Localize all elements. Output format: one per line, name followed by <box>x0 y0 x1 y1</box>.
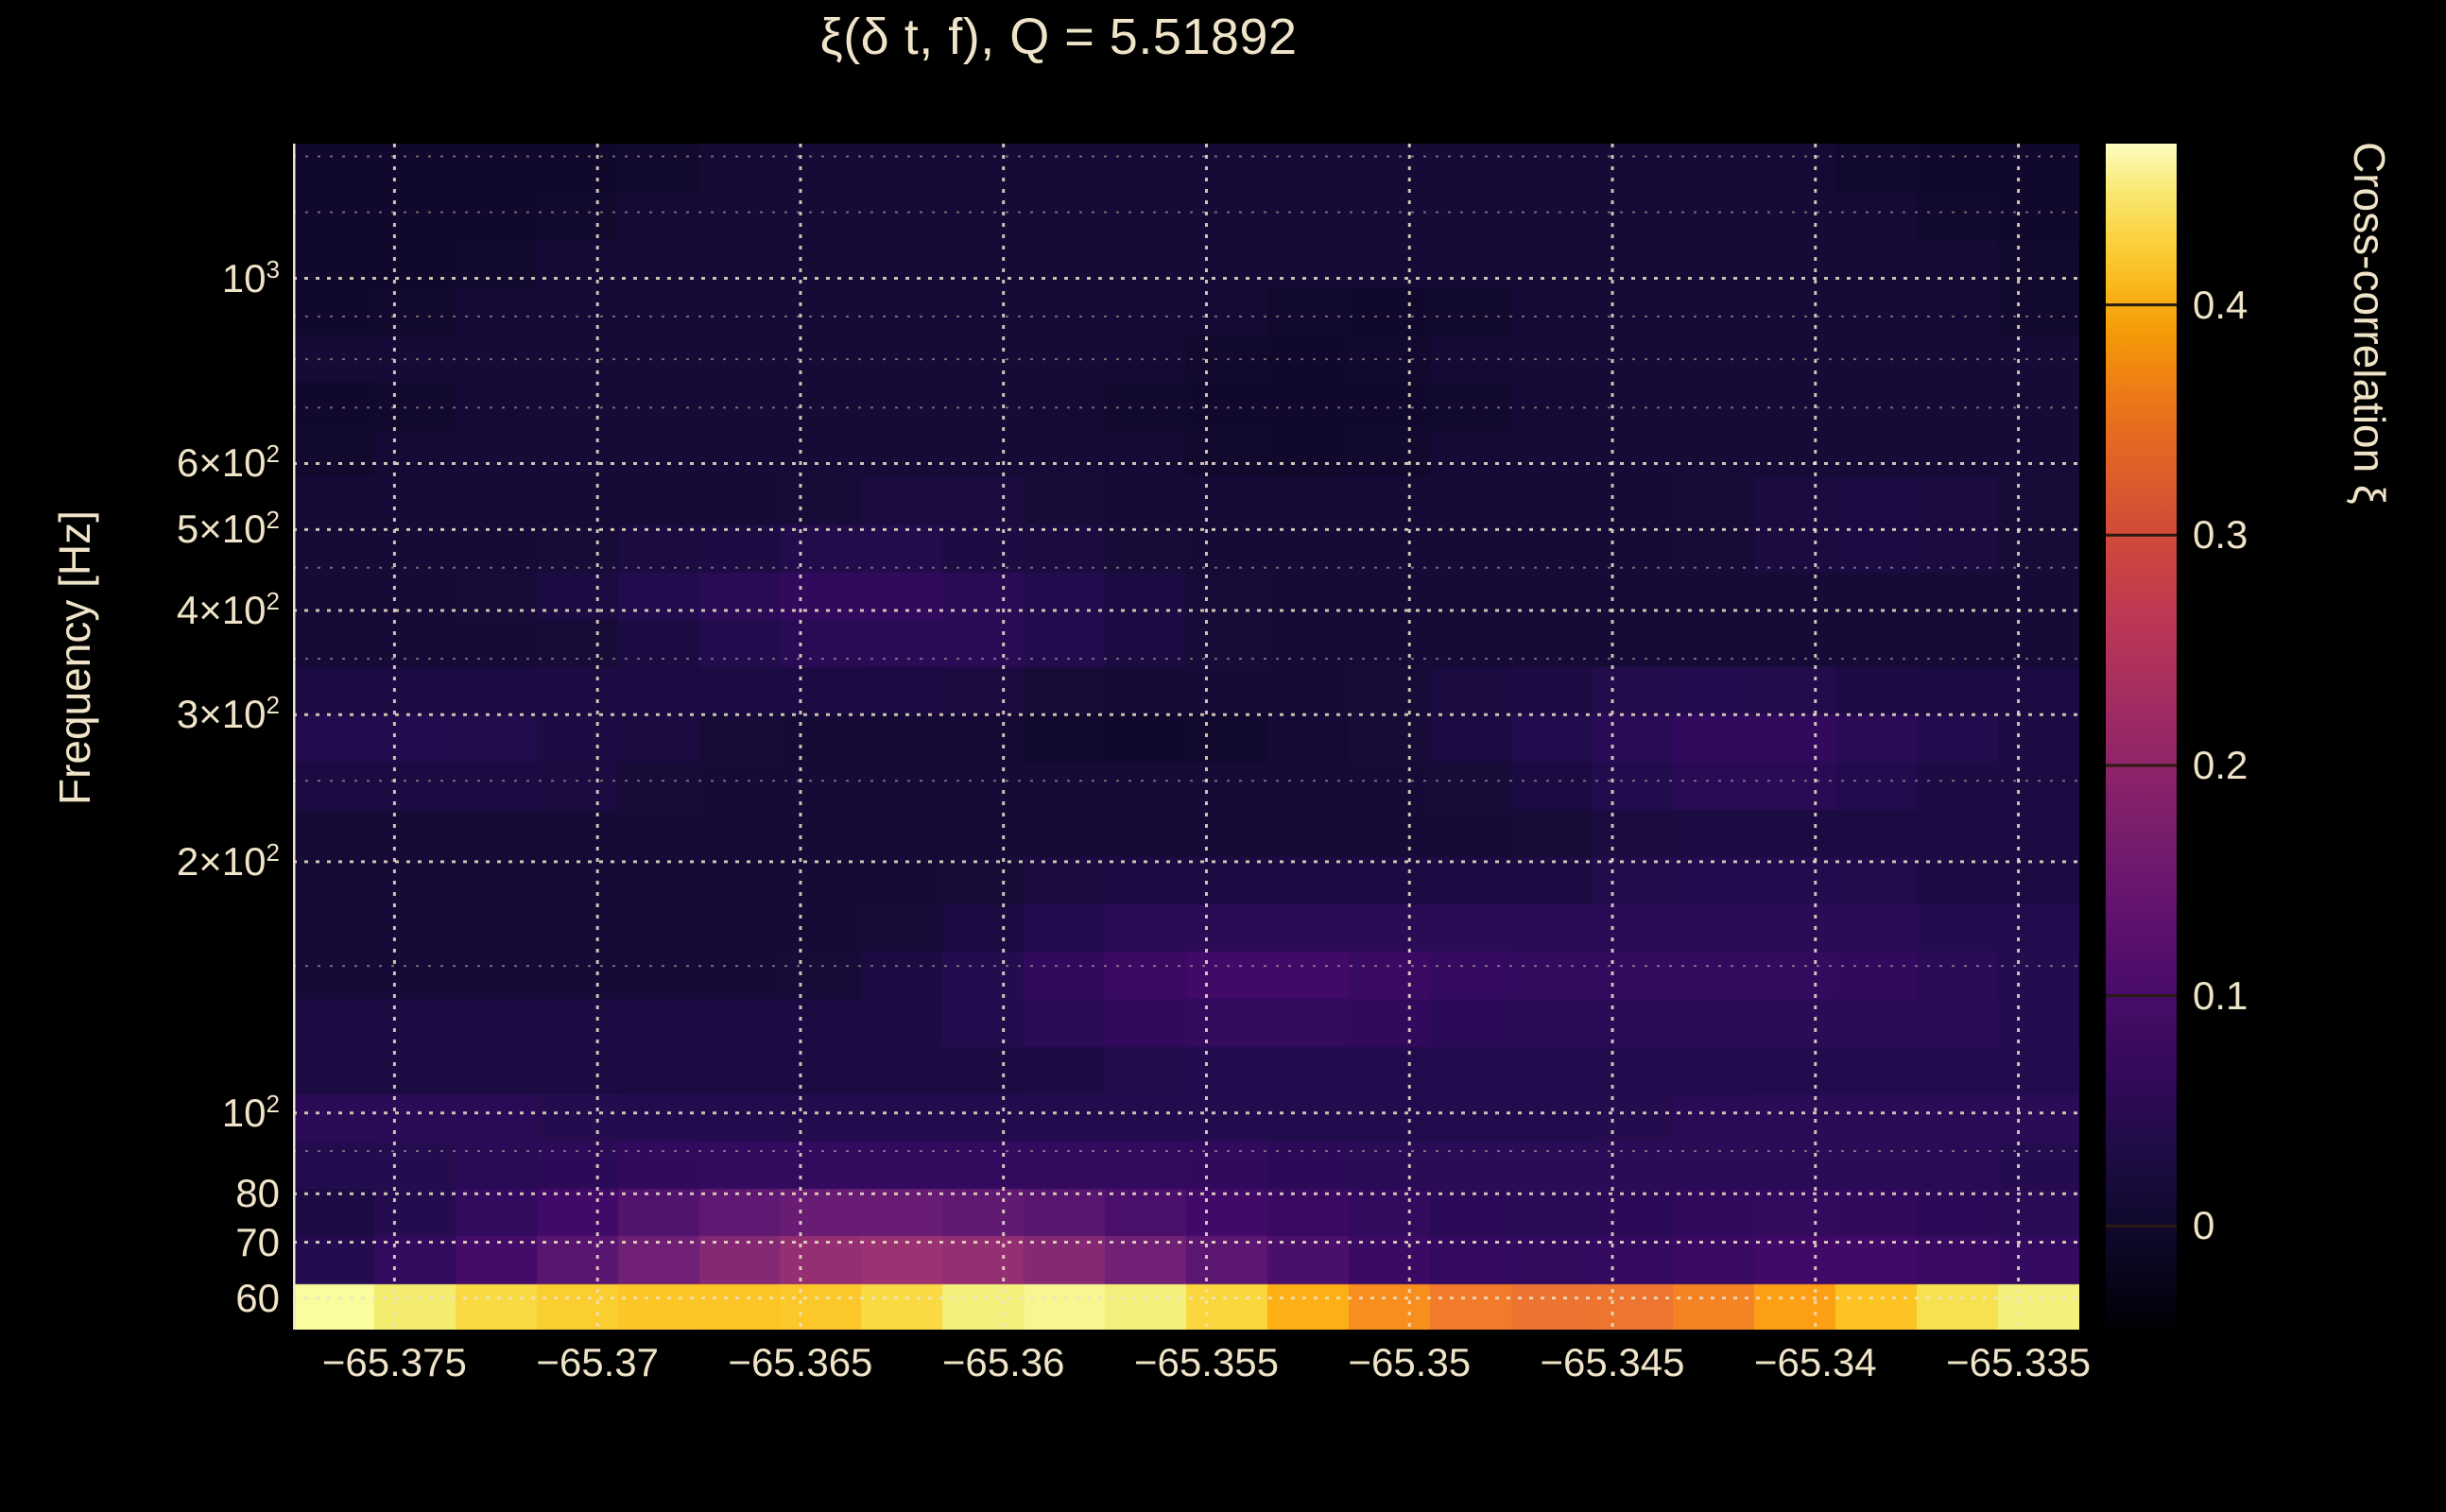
y-tick-label: 80 <box>235 1171 280 1216</box>
x-tick-label: −65.355 <box>1133 1340 1279 1384</box>
y-tick-label: 70 <box>235 1219 280 1264</box>
page-title: ξ(δ t, f), Q = 5.51892 <box>819 9 1298 65</box>
x-tick-label: −65.345 <box>1540 1340 1685 1384</box>
heatmap-plot-area[interactable] <box>293 144 2079 1330</box>
colorbar-gradient[interactable] <box>2106 144 2177 1330</box>
heatmap-canvas <box>293 144 2079 1330</box>
x-tick-label: −65.365 <box>728 1340 873 1384</box>
y-tick-label: 102 <box>221 1089 280 1135</box>
colorbar-tick-label: 0.1 <box>2193 972 2248 1018</box>
colorbar-title: Cross-correlation ξ <box>2345 142 2394 505</box>
y-tick-label: 6×102 <box>176 439 280 486</box>
x-tick-label: −65.375 <box>321 1340 467 1384</box>
colorbar-tick-label: 0.3 <box>2193 512 2248 558</box>
x-tick-label: −65.34 <box>1753 1340 1877 1384</box>
x-tick-label: −65.35 <box>1348 1340 1472 1384</box>
x-tick-label: −65.36 <box>941 1340 1065 1384</box>
y-tick-label: 5×102 <box>176 506 280 552</box>
x-tick-label: −65.37 <box>536 1340 659 1384</box>
y-tick-label: 3×102 <box>176 691 280 737</box>
y-tick-label: 60 <box>235 1275 280 1320</box>
colorbar-tick-label: 0 <box>2193 1203 2215 1248</box>
y-axis-title: Frequency [Hz] <box>50 510 99 805</box>
colorbar-tick-label: 0.4 <box>2193 282 2248 327</box>
y-tick-label: 103 <box>221 254 280 301</box>
x-tick-label: −65.335 <box>1946 1340 2092 1384</box>
y-tick-label: 4×102 <box>176 586 280 632</box>
y-tick-label: 2×102 <box>176 837 280 884</box>
colorbar-tick-label: 0.2 <box>2193 742 2248 787</box>
